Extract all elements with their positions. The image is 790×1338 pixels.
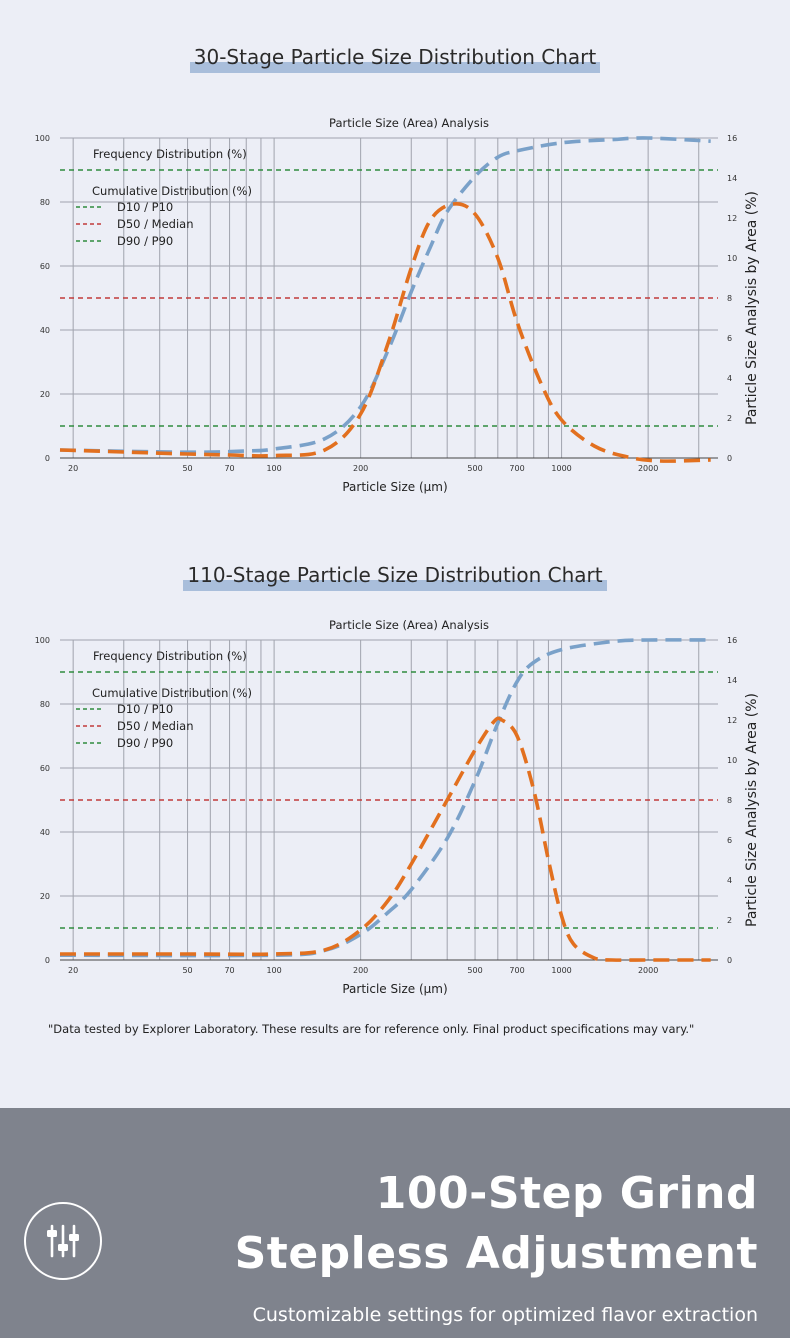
- chart-title: Particle Size (Area) Analysis: [329, 618, 489, 632]
- legend-header: Cumulative Distribution (%): [92, 686, 252, 700]
- legend-item: D10 / P10: [117, 200, 173, 214]
- chart-2-container: Particle Size (Area) Analysis 0 20 40 60 80 10…: [0, 610, 790, 1010]
- x-tick-label: 1000: [551, 966, 571, 975]
- y-right-tick-label: 12: [727, 716, 737, 725]
- x-tick-label: 70: [224, 464, 234, 473]
- footer-subtitle: Customizable settings for optimized flav…: [252, 1304, 758, 1326]
- x-tick-label: 500: [467, 966, 482, 975]
- x-tick-label: 700: [509, 464, 524, 473]
- chart-2-section-title: 110-Stage Particle Size Distribution Cha…: [0, 563, 790, 591]
- footer-banner: 100-Step Grind Stepless Adjustment Custo…: [0, 1108, 790, 1338]
- y-right-tick-label: 8: [727, 796, 732, 805]
- y-right-tick-label: 2: [727, 916, 732, 925]
- x-tick-label: 50: [182, 464, 192, 473]
- x-tick-label: 500: [467, 464, 482, 473]
- y-right-tick-label: 2: [727, 414, 732, 423]
- legend-item: D90 / P90: [117, 234, 173, 248]
- disclaimer-note: "Data tested by Explorer Laboratory. The…: [48, 1022, 695, 1036]
- chart-legend: Frequency Distribution (%) Cumulative Dis…: [76, 147, 252, 248]
- y-left-tick-label: 0: [45, 956, 50, 965]
- particle-size-chart-110-stage: Particle Size (Area) Analysis02040608010…: [35, 618, 760, 996]
- legend-header: Frequency Distribution (%): [93, 649, 247, 663]
- y-left-tick-label: 80: [40, 198, 50, 207]
- x-axis-label: Particle Size (μm): [342, 480, 447, 494]
- y-right-tick-label: 6: [727, 836, 732, 845]
- y-left-tick-label: 60: [40, 764, 50, 773]
- y-left-tick-label: 40: [40, 828, 50, 837]
- y-right-tick-label: 16: [727, 636, 737, 645]
- headline-secondary: Stepless Adjustment: [234, 1228, 758, 1279]
- legend-header: Frequency Distribution (%): [93, 147, 247, 161]
- x-tick-label: 2000: [638, 966, 658, 975]
- y-right-tick-label: 10: [727, 254, 737, 263]
- y-right-tick-label: 8: [727, 294, 732, 303]
- legend-header: Cumulative Distribution (%): [92, 184, 252, 198]
- y-left-tick-label: 100: [35, 134, 50, 143]
- x-tick-label: 70: [224, 966, 234, 975]
- y-right-tick-label: 6: [727, 334, 732, 343]
- x-tick-label: 700: [509, 966, 524, 975]
- y-left-tick-label: 60: [40, 262, 50, 271]
- x-tick-label: 1000: [551, 464, 571, 473]
- chart-1-section-title: 30-Stage Particle Size Distribution Char…: [0, 45, 790, 73]
- y-left-tick-label: 40: [40, 326, 50, 335]
- x-tick-label: 100: [266, 464, 281, 473]
- y-left-tick-label: 0: [45, 454, 50, 463]
- legend-item: D10 / P10: [117, 702, 173, 716]
- y-right-tick-label: 0: [727, 454, 732, 463]
- x-tick-label: 200: [353, 464, 368, 473]
- chart-title: Particle Size (Area) Analysis: [329, 116, 489, 130]
- y-right-tick-label: 14: [727, 174, 737, 183]
- legend-item: D50 / Median: [117, 719, 194, 733]
- headline-primary: 100-Step Grind: [375, 1168, 758, 1219]
- frequency-distribution-line: [59, 201, 711, 463]
- x-axis-label: Particle Size (μm): [342, 982, 447, 996]
- cumulative-distribution-line: [59, 136, 711, 455]
- y-right-tick-label: 12: [727, 214, 737, 223]
- sliders-icon: [24, 1202, 102, 1280]
- y-right-tick-label: 0: [727, 956, 732, 965]
- y-right-tick-label: 10: [727, 756, 737, 765]
- legend-item: D50 / Median: [117, 217, 194, 231]
- y-right-axis-label: Particle Size Analysis by Area (%): [744, 693, 760, 927]
- y-left-tick-label: 20: [40, 892, 50, 901]
- frequency-distribution-line: [59, 716, 711, 962]
- x-tick-label: 200: [353, 966, 368, 975]
- y-left-tick-label: 80: [40, 700, 50, 709]
- x-tick-label: 20: [68, 464, 78, 473]
- chart-1-container: Particle Size (Area) Analysis 0 20 40 60 80 10…: [0, 108, 790, 508]
- chart-legend: Frequency Distribution (%) Cumulative Dis…: [76, 649, 252, 750]
- y-right-tick-label: 14: [727, 676, 737, 685]
- y-left-tick-label: 20: [40, 390, 50, 399]
- x-tick-label: 2000: [638, 464, 658, 473]
- y-right-tick-label: 4: [727, 876, 732, 885]
- particle-size-chart-30-stage: Particle Size (Area) Analysis02040608010…: [35, 116, 760, 494]
- x-tick-label: 50: [182, 966, 192, 975]
- y-right-tick-label: 4: [727, 374, 732, 383]
- y-left-tick-label: 100: [35, 636, 50, 645]
- x-tick-label: 20: [68, 966, 78, 975]
- legend-item: D90 / P90: [117, 736, 173, 750]
- y-right-axis-label: Particle Size Analysis by Area (%): [744, 191, 760, 425]
- y-right-tick-label: 16: [727, 134, 737, 143]
- x-tick-label: 100: [266, 966, 281, 975]
